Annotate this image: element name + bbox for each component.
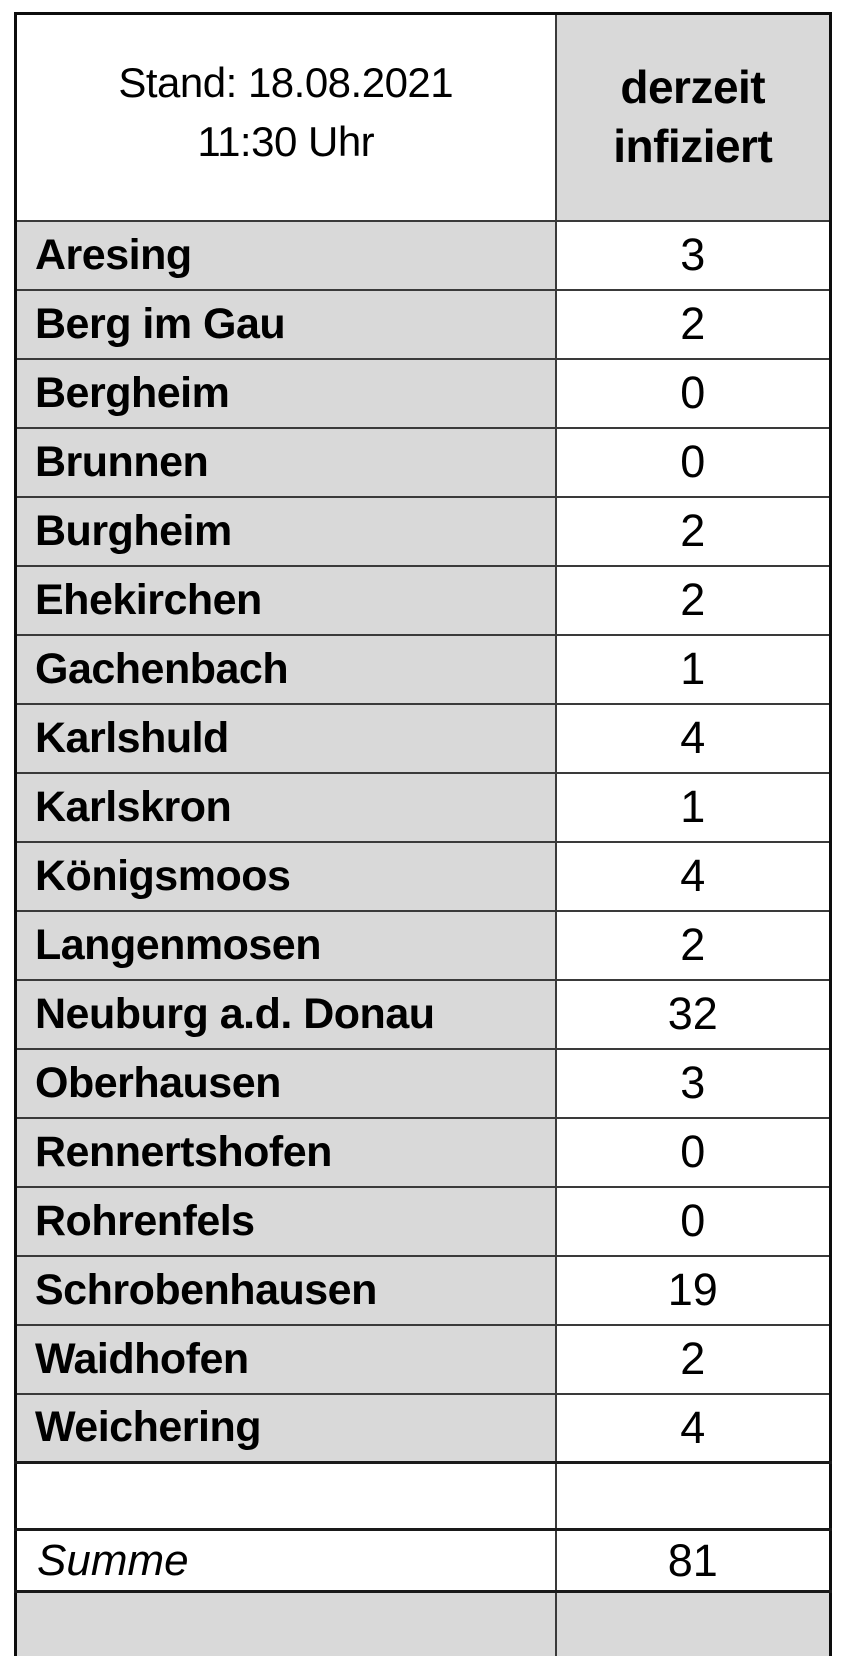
table-row: Brunnen 0	[14, 426, 832, 498]
infection-table: Stand: 18.08.2021 11:30 Uhr derzeit infi…	[14, 12, 832, 1656]
infected-count-cell: 4	[554, 702, 832, 774]
municipality-name-cell: Rohrenfels	[14, 1185, 557, 1257]
municipality-name-cell: Bergheim	[14, 357, 557, 429]
cutoff-cell-right	[554, 1590, 832, 1656]
table-row: Burgheim 2	[14, 495, 832, 567]
municipality-name-cell: Oberhausen	[14, 1047, 557, 1119]
infected-count-cell: 3	[554, 219, 832, 291]
municipality-name-cell: Gachenbach	[14, 633, 557, 705]
status-date-line1: Stand: 18.08.2021	[118, 58, 454, 106]
table-row: Bergheim 0	[14, 357, 832, 429]
infected-count-cell: 2	[554, 564, 832, 636]
municipality-name-cell: Rennertshofen	[14, 1116, 557, 1188]
spacer-row	[14, 1461, 832, 1531]
table-header-row: Stand: 18.08.2021 11:30 Uhr derzeit infi…	[14, 12, 832, 222]
table-row: Berg im Gau 2	[14, 288, 832, 360]
municipality-name-cell: Schrobenhausen	[14, 1254, 557, 1326]
infected-count-cell: 2	[554, 909, 832, 981]
infected-count-cell: 2	[554, 288, 832, 360]
table-row: Karlskron 1	[14, 771, 832, 843]
municipality-name-cell: Berg im Gau	[14, 288, 557, 360]
infected-count-cell: 4	[554, 840, 832, 912]
infected-count-cell: 0	[554, 426, 832, 498]
municipality-name-cell: Burgheim	[14, 495, 557, 567]
table-row: Rohrenfels 0	[14, 1185, 832, 1257]
table-row: Weichering 4	[14, 1392, 832, 1464]
table-row: Schrobenhausen 19	[14, 1254, 832, 1326]
municipality-name-cell: Aresing	[14, 219, 557, 291]
total-row: Summe 81	[14, 1528, 832, 1593]
infected-count-cell: 4	[554, 1392, 832, 1464]
table-row: Aresing 3	[14, 219, 832, 291]
infected-count-cell: 1	[554, 633, 832, 705]
infected-count-cell: 2	[554, 1323, 832, 1395]
infected-count-cell: 32	[554, 978, 832, 1050]
table-row: Rennertshofen 0	[14, 1116, 832, 1188]
cutoff-row	[14, 1590, 832, 1656]
cutoff-cell-left	[14, 1590, 557, 1656]
table-row: Langenmosen 2	[14, 909, 832, 981]
infected-count-cell: 19	[554, 1254, 832, 1326]
table-row: Neuburg a.d. Donau 32	[14, 978, 832, 1050]
total-label-cell: Summe	[14, 1528, 557, 1593]
table-row: Karlshuld 4	[14, 702, 832, 774]
municipality-name-cell: Weichering	[14, 1392, 557, 1464]
municipality-name-cell: Karlskron	[14, 771, 557, 843]
municipality-name-cell: Neuburg a.d. Donau	[14, 978, 557, 1050]
infected-count-cell: 3	[554, 1047, 832, 1119]
municipality-name-cell: Königsmoos	[14, 840, 557, 912]
spacer-cell-right	[554, 1461, 832, 1531]
infected-count-cell: 0	[554, 1116, 832, 1188]
infected-count-cell: 0	[554, 1185, 832, 1257]
status-date-cell: Stand: 18.08.2021 11:30 Uhr	[14, 12, 557, 222]
municipality-name-cell: Langenmosen	[14, 909, 557, 981]
infected-count-cell: 1	[554, 771, 832, 843]
municipality-name-cell: Waidhofen	[14, 1323, 557, 1395]
status-date-line2: 11:30 Uhr	[197, 118, 375, 166]
table-row: Waidhofen 2	[14, 1323, 832, 1395]
table-row: Oberhausen 3	[14, 1047, 832, 1119]
spacer-cell-left	[14, 1461, 557, 1531]
table-row: Königsmoos 4	[14, 840, 832, 912]
column-header-infected: derzeit infiziert	[554, 12, 832, 222]
municipality-name-cell: Brunnen	[14, 426, 557, 498]
infected-count-cell: 0	[554, 357, 832, 429]
infected-count-cell: 2	[554, 495, 832, 567]
municipality-name-cell: Karlshuld	[14, 702, 557, 774]
municipality-name-cell: Ehekirchen	[14, 564, 557, 636]
table-row: Ehekirchen 2	[14, 564, 832, 636]
total-value-cell: 81	[554, 1528, 832, 1593]
table-row: Gachenbach 1	[14, 633, 832, 705]
